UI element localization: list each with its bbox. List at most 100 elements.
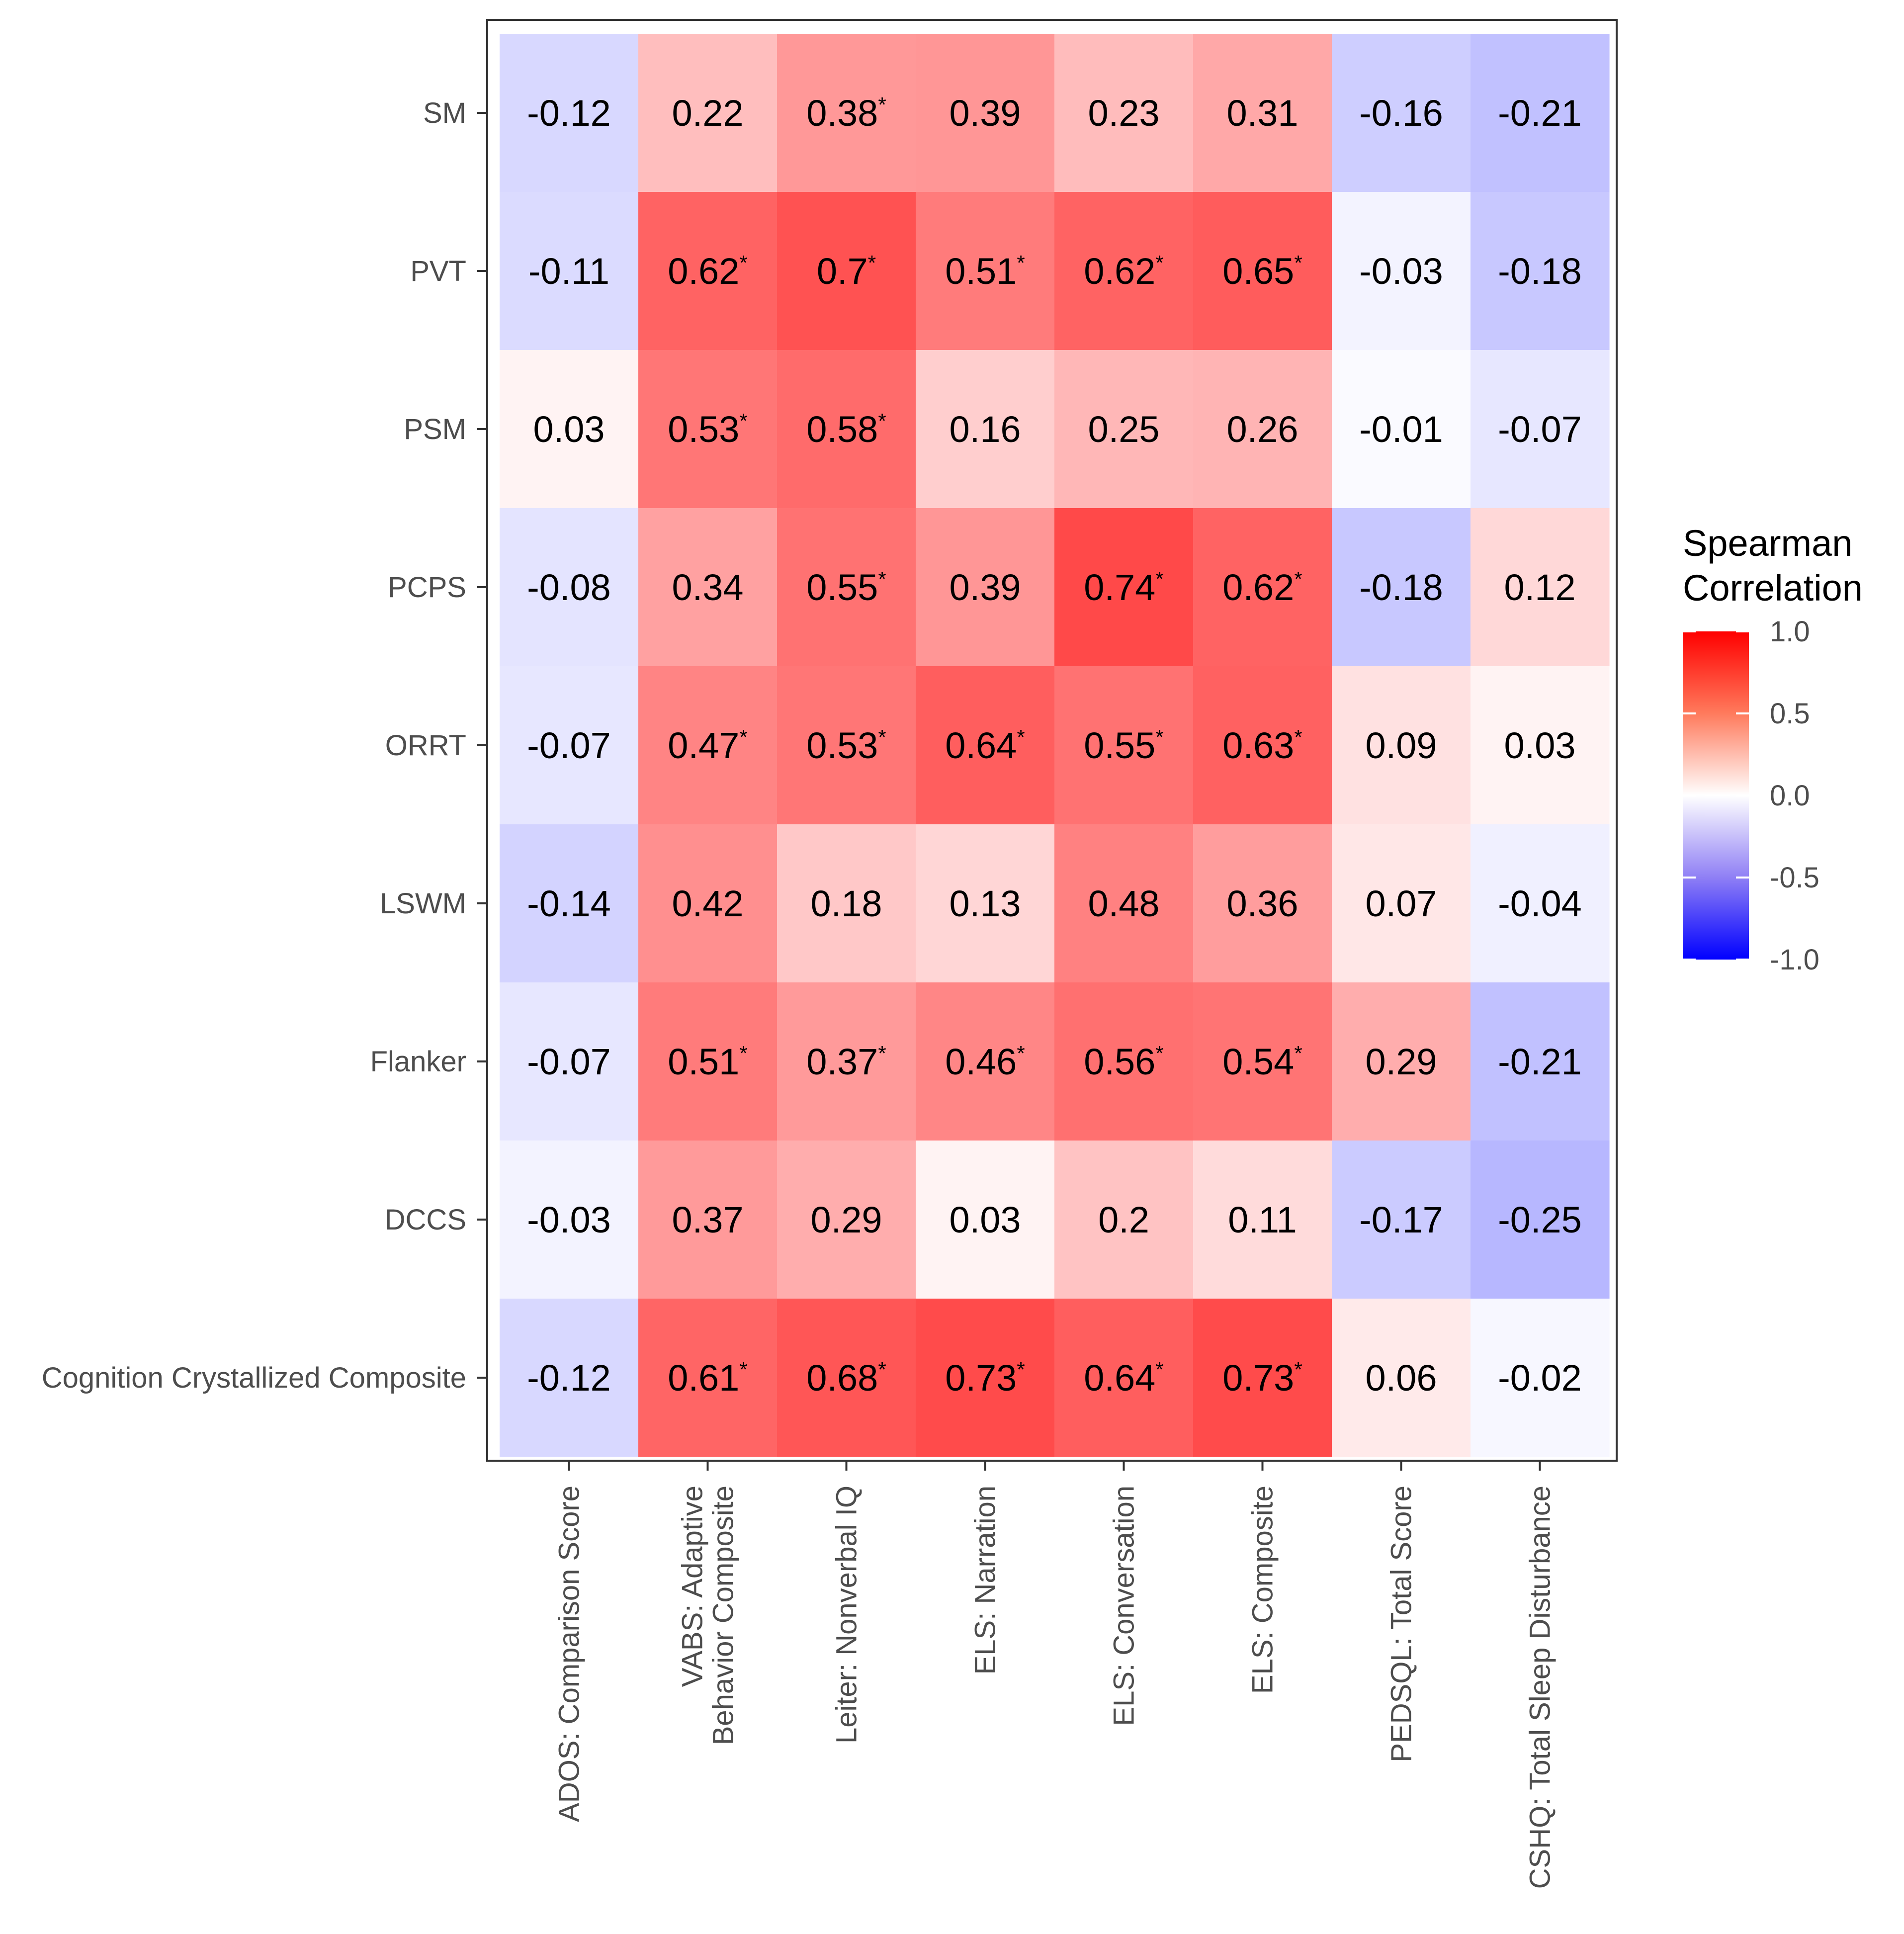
cell-value-label: 0.64* [945,725,1025,766]
cell-value: 0.64 [945,725,1017,766]
heatmap-cell [500,1141,639,1299]
significance-marker: * [878,409,886,433]
significance-marker: * [1155,725,1163,749]
heatmap-cell [1054,824,1194,983]
heatmap-cell [1054,508,1194,667]
cell-value: -0.03 [1359,251,1443,292]
cell-value-label: 0.62* [668,251,747,292]
cell-value-label: -0.21 [1498,1041,1582,1082]
y-tick-label: PSM [404,413,466,445]
cell-value-label: 0.37 [672,1199,743,1240]
heatmap-cell [638,1299,778,1457]
heatmap-cell [1471,192,1610,351]
cell-value-label: 0.03 [1504,725,1575,766]
cell-value-label: 0.62* [1222,567,1302,608]
heatmap-cell [1054,666,1194,825]
cell-value: 0.03 [533,409,605,450]
cell-value: -0.08 [527,567,611,608]
cell-value: 0.61 [668,1357,739,1399]
cell-value-label: 0.11 [1228,1199,1297,1240]
cell-value-label: 0.51* [945,251,1025,292]
heatmap-cell [1471,1141,1610,1299]
cell-value-label: 0.22 [672,92,743,134]
x-tick-label: ELS: Conversation [1108,1486,1140,1726]
cell-value: 0.53 [806,725,878,766]
cell-value: 0.7 [817,251,868,292]
cell-value-label: -0.11 [528,251,609,292]
heatmap-cell [1054,1141,1194,1299]
cell-value: 0.07 [1365,883,1437,924]
legend-tick-label: 1.0 [1770,615,1810,648]
cell-value: 0.09 [1365,725,1437,766]
cell-value-label: 0.23 [1088,92,1159,134]
cell-value-label: 0.39 [949,92,1021,134]
cell-value: -0.07 [527,725,611,766]
cell-value-label: -0.03 [1359,251,1443,292]
cell-value: 0.39 [949,567,1021,608]
cell-value-label: 0.53* [668,409,747,450]
heatmap-cell [777,192,916,351]
cell-value: -0.16 [1359,92,1443,134]
heatmap-cells [500,34,1610,1457]
heatmap-cell [1332,508,1471,667]
heatmap-cell [500,1299,639,1457]
cell-value: 0.73 [945,1357,1017,1399]
significance-marker: * [1155,567,1163,591]
x-tick-label: ADOS: Comparison Score [553,1486,586,1822]
cell-value-label: 0.62* [1084,251,1163,292]
cell-value: 0.23 [1088,92,1159,134]
heatmap-cell [916,824,1055,983]
cell-value-label: 0.42 [672,883,743,924]
heatmap-cell [1471,1299,1610,1457]
heatmap-cell [1054,350,1194,509]
y-tick-label: PCPS [388,571,466,604]
heatmap-cell [1193,34,1332,192]
cell-value-label: 0.34 [672,567,743,608]
x-tick-label: CSHQ: Total Sleep Disturbance [1524,1486,1557,1889]
cell-value: 0.29 [810,1199,882,1240]
cell-value-label: -0.21 [1498,92,1582,134]
cell-value-label: 0.73* [1222,1357,1302,1399]
heatmap-cell [916,192,1055,351]
cell-value: 0.64 [1084,1357,1155,1399]
heatmap-cell [1193,982,1332,1141]
cell-value-label: 0.16 [949,409,1021,450]
cell-value: 0.65 [1222,251,1294,292]
significance-marker: * [878,1042,886,1065]
significance-marker: * [1155,251,1163,274]
cell-value: 0.55 [806,567,878,608]
heatmap-cell [1193,1299,1332,1457]
significance-marker: * [739,1358,747,1381]
cell-value-label: 0.51* [668,1041,747,1082]
heatmap-cell [1054,34,1194,192]
significance-marker: * [878,1358,886,1381]
cell-value: 0.39 [949,92,1021,134]
cell-value: -0.21 [1498,1041,1582,1082]
cell-value-label: 0.58* [806,409,886,450]
cell-value: -0.25 [1498,1199,1582,1240]
cell-value: 0.26 [1226,409,1298,450]
significance-marker: * [1017,1042,1025,1065]
heatmap-cell [777,1141,916,1299]
heatmap-cell [916,982,1055,1141]
x-tick-label: Leiter: Nonverbal IQ [831,1486,863,1744]
cell-value: 0.37 [806,1041,878,1082]
heatmap-cell [1471,824,1610,983]
cell-value: 0.62 [1084,251,1155,292]
heatmap-cell [777,982,916,1141]
cell-value-label: -0.12 [527,1357,611,1399]
cell-value: 0.46 [945,1041,1017,1082]
heatmap-cell [1471,34,1610,192]
significance-marker: * [1017,725,1025,749]
cell-value-label: 0.07 [1365,883,1437,924]
cell-value: 0.18 [810,883,882,924]
heatmap-cell [500,350,639,509]
cell-value: 0.22 [672,92,743,134]
cell-value: 0.58 [806,409,878,450]
cell-value: 0.11 [1228,1199,1297,1240]
cell-value: -0.03 [527,1199,611,1240]
legend-ticks: 1.0 0.5 0.0 -0.5 -1.0 [1683,615,1819,976]
cell-value: -0.11 [528,251,609,292]
cell-value-label: 0.48 [1088,883,1159,924]
cell-value: 0.53 [668,409,739,450]
